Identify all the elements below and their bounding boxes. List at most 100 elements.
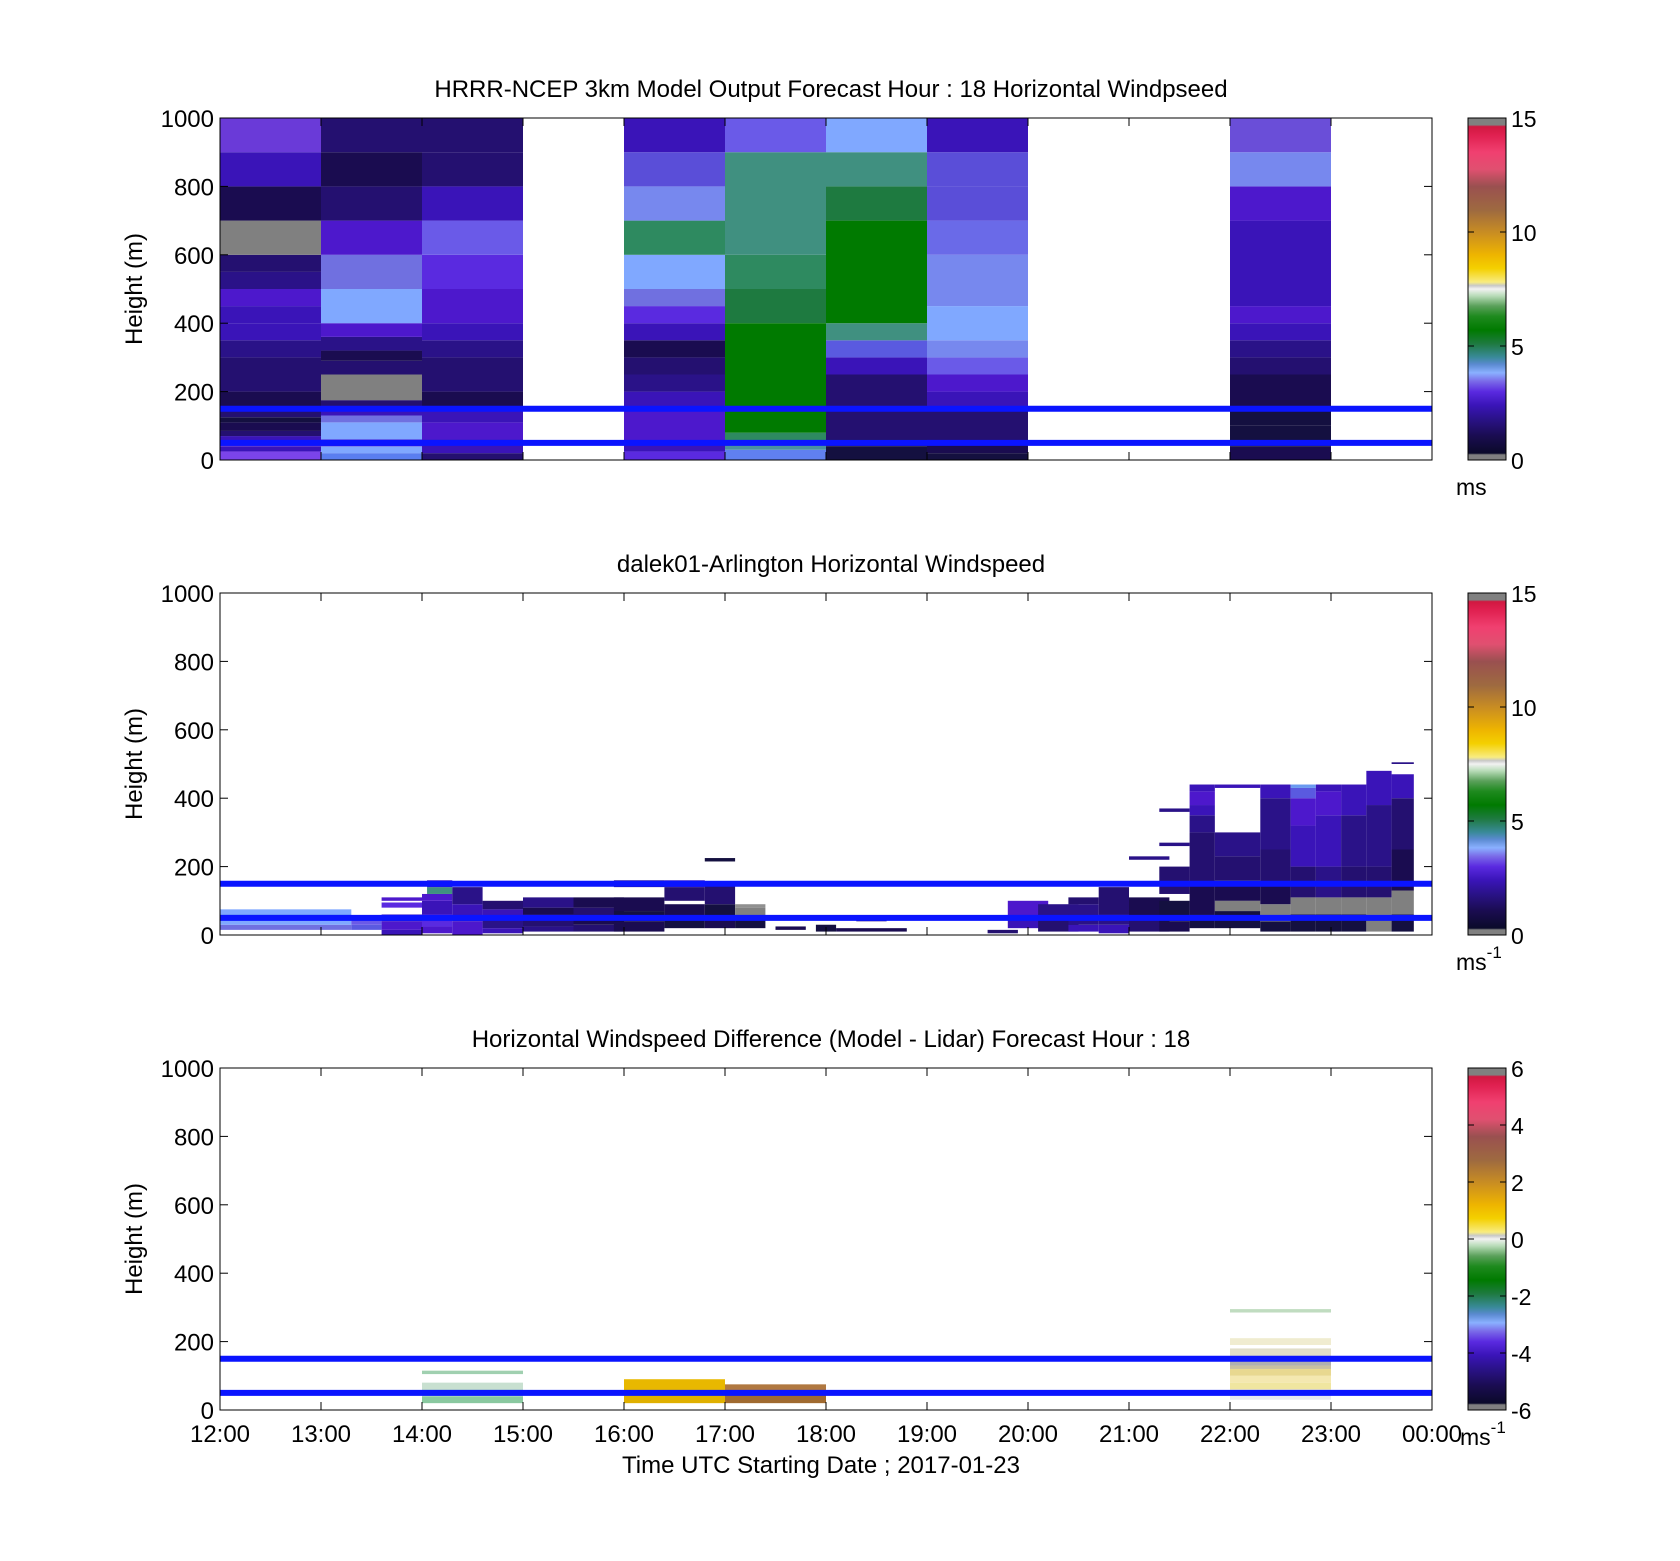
heatmap-cell [321, 323, 422, 337]
heatmap-cell [927, 186, 1028, 221]
heatmap-cell [220, 446, 321, 452]
heatmap-cell [1189, 883, 1215, 915]
heatmap-cell [422, 422, 523, 440]
colorbar-tick-label: -2 [1511, 1284, 1531, 1310]
x-tick-label: 15:00 [493, 1421, 553, 1448]
heatmap-cell [321, 374, 422, 401]
heatmap-cell [1230, 118, 1331, 153]
heatmap-cell [704, 858, 736, 862]
colorbar-2 [1467, 592, 1507, 936]
chart-title: dalek01-Arlington Horizontal Windspeed [617, 551, 1045, 578]
heatmap-cell [613, 921, 665, 932]
heatmap-cell [613, 897, 665, 912]
heatmap-cell [704, 883, 736, 905]
heatmap-cell [1159, 921, 1190, 932]
heatmap-cell [1260, 883, 1291, 905]
heatmap-cell [1189, 791, 1215, 806]
heatmap-cell [1230, 1365, 1331, 1369]
heatmap-cell [220, 374, 321, 392]
heatmap-cell [1341, 784, 1367, 816]
colorbar-tick-label: 15 [1511, 581, 1537, 607]
heatmap-cell [351, 924, 382, 930]
heatmap-cell [826, 357, 927, 375]
y-axis-label: Height (m) [121, 708, 148, 820]
heatmap-cell [1391, 762, 1414, 764]
heatmap-cell [1214, 832, 1261, 857]
heatmap-cell [220, 323, 321, 341]
chart-panel-3: 0 200 400 600 800 1000 12:00 13:00 14:00 15:00 16:… [121, 1026, 1532, 1479]
heatmap-cell [220, 186, 321, 221]
heatmap-cell [725, 254, 826, 289]
heatmap-cell [1230, 1338, 1331, 1346]
colorbar-tick-label: 4 [1511, 1113, 1524, 1139]
heatmap-cell [1230, 306, 1331, 324]
heatmap-cell [624, 254, 725, 289]
heatmap-cell [523, 907, 574, 915]
x-tick-label: 18:00 [796, 1421, 856, 1448]
heatmap-cell [452, 887, 483, 905]
heatmap-cell [482, 928, 523, 934]
colorbar-unit: ms-1 [1460, 1418, 1506, 1450]
heatmap-cell [1159, 808, 1190, 812]
heatmap-cell [220, 391, 321, 409]
heatmap-cell [624, 186, 725, 221]
heatmap-cell [321, 289, 422, 324]
heatmap-cell [1391, 798, 1414, 850]
heatmap-cell [422, 289, 523, 324]
heatmap-cell [1214, 900, 1261, 912]
y-tick-label: 400 [174, 311, 214, 338]
y-tick-label: 0 [201, 448, 214, 475]
y-axis-label: Height (m) [121, 233, 148, 345]
heatmap-cell [321, 152, 422, 187]
heatmap-cell [624, 340, 725, 358]
chart-title: HRRR-NCEP 3km Model Output Forecast Hour… [434, 76, 1227, 103]
heatmap-cell [1189, 832, 1215, 884]
heatmap-cell [1260, 849, 1291, 884]
x-axis-label: Time UTC Starting Date ; 2017-01-23 [622, 1452, 1020, 1479]
colorbar-tick-label: 0 [1511, 923, 1524, 949]
heatmap-cell [826, 446, 927, 460]
heatmap-cell [422, 152, 523, 187]
heatmap-cell [422, 408, 523, 423]
heatmap-cell [927, 254, 1028, 289]
heatmap-cell [987, 929, 1018, 934]
heatmap-cell [826, 374, 927, 409]
heatmap-cell [573, 907, 624, 917]
heatmap-cell [422, 254, 523, 289]
heatmap-cell [1214, 784, 1261, 788]
heatmap-cell [1230, 374, 1331, 409]
colorbar-tick-label: 10 [1511, 695, 1537, 721]
heatmap-cell [1290, 784, 1316, 788]
heatmap-cell [1230, 446, 1331, 460]
heatmap-cell [624, 408, 725, 443]
heatmap-cell [220, 924, 352, 930]
heatmap-cell [1260, 921, 1291, 932]
heatmap-cell [321, 446, 422, 454]
heatmap-cell [427, 887, 453, 894]
heatmap-cell [381, 929, 422, 935]
y-tick-label: 800 [174, 174, 214, 201]
heatmap-cell [725, 323, 826, 409]
heatmap-cell [1391, 849, 1414, 891]
heatmap-cell [220, 408, 321, 418]
heatmap-cell [422, 340, 523, 358]
y-tick-label: 1000 [161, 581, 214, 608]
heatmap-cell [381, 897, 422, 901]
heatmap-cell [220, 220, 321, 255]
colorbar-3 [1467, 1067, 1507, 1411]
y-tick-label: 400 [174, 786, 214, 813]
y-tick-label: 1000 [161, 1056, 214, 1083]
heatmap-cell [927, 306, 1028, 341]
chart-panel-2: 0 200 400 600 800 1000 dalek01-Arlington Horiz… [121, 551, 1537, 975]
heatmap-cell [220, 306, 321, 324]
chart-panel-1: 0 200 400 600 800 1000 HRRR-NCEP 3km Model Out… [121, 76, 1537, 500]
heatmap-cell [1230, 1382, 1331, 1390]
heatmap-cell [1290, 825, 1316, 867]
heatmap-cell [1315, 784, 1342, 792]
colorbar-tick-label: 0 [1511, 1227, 1524, 1253]
heatmap-cell [1230, 1368, 1331, 1376]
heatmap-cell [1366, 805, 1392, 867]
heatmap-cell [1230, 408, 1331, 426]
heatmap-cell [927, 357, 1028, 375]
